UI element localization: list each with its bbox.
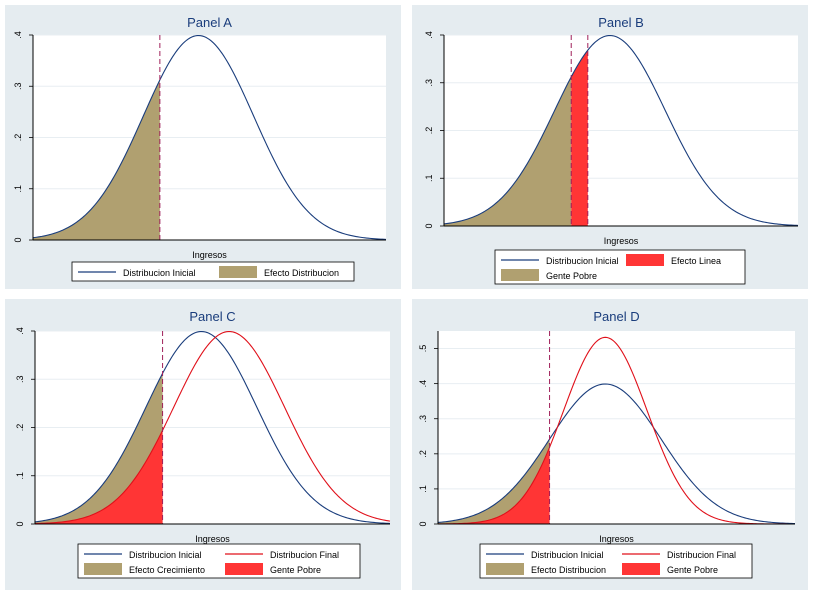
legend-key-fill	[84, 563, 122, 575]
panel-title: Panel C	[189, 309, 235, 324]
y-tick-label: .1	[418, 485, 428, 493]
series-line-distribucion-inicial	[32, 34, 387, 240]
area-efecto-linea	[571, 50, 588, 227]
y-tick-label: .1	[424, 174, 434, 182]
legend-box	[77, 543, 361, 579]
legend-label: Gente Pobre	[270, 565, 321, 575]
legend-label: Distribucion Inicial	[546, 256, 619, 266]
legend-label: Efecto Distribucion	[531, 565, 606, 575]
y-tick-label: .2	[418, 450, 428, 458]
legend-label: Distribucion Inicial	[123, 268, 196, 278]
y-tick-label: .1	[13, 185, 23, 193]
legend-key-fill	[486, 563, 524, 575]
area-gente-pobre	[444, 76, 572, 227]
panel-title: Panel B	[598, 15, 644, 30]
y-tick-label: .2	[15, 424, 25, 432]
panel-title: Panel D	[593, 309, 639, 324]
series-line-distribucion-inicial	[437, 383, 796, 525]
y-tick-label: .4	[13, 31, 23, 39]
legend-label: Distribucion Inicial	[531, 550, 604, 560]
y-tick-label: .3	[424, 79, 434, 87]
legend-label: Efecto Distribucion	[264, 268, 339, 278]
y-tick-label: .3	[418, 415, 428, 423]
y-tick-label: .5	[418, 345, 428, 353]
x-axis-label: Ingresos	[604, 236, 639, 246]
y-tick-label: .2	[13, 134, 23, 142]
y-tick-label: 0	[15, 521, 25, 526]
panel-a: 0 .1 .2 .3 .4 Panel A Ingresos Distribucion Ini…	[5, 5, 401, 289]
panel-title: Panel A	[187, 15, 232, 30]
y-tick-label: .4	[418, 380, 428, 388]
x-axis-label: Ingresos	[195, 534, 230, 544]
legend-key-fill	[501, 269, 539, 281]
y-tick-label: .4	[15, 327, 25, 335]
legend-label: Distribucion Final	[667, 550, 736, 560]
legend-label: Gente Pobre	[667, 565, 718, 575]
panel-d: 0 .1 .2 .3 .4 .5 Panel D Ingresos Distribucion I…	[412, 299, 808, 590]
series-line-distribucion-final	[34, 330, 391, 525]
area-gente-pobre	[35, 430, 163, 524]
y-tick-label: .3	[15, 375, 25, 383]
area-efecto-distribucion	[33, 79, 160, 240]
series-line-distribucion-final	[437, 336, 795, 525]
legend-key-fill	[622, 563, 660, 575]
legend-key-fill	[219, 266, 257, 278]
plot-area	[438, 331, 795, 524]
series-line-distribucion-inicial	[443, 34, 799, 226]
y-tick-label: .3	[13, 82, 23, 90]
area-gente-pobre	[438, 447, 550, 524]
series-line-distribucion-inicial	[34, 330, 391, 524]
legend-key-fill	[225, 563, 263, 575]
y-tick-label: 0	[13, 237, 23, 242]
legend-label: Efecto Crecimiento	[129, 565, 205, 575]
legend-label: Distribucion Final	[270, 550, 339, 560]
x-axis-label: Ingresos	[599, 534, 634, 544]
x-axis-label: Ingresos	[192, 250, 227, 260]
y-tick-label: 0	[418, 521, 428, 526]
legend-label: Efecto Linea	[671, 256, 721, 266]
y-tick-label: .1	[15, 472, 25, 480]
legend-label: Distribucion Inicial	[129, 550, 202, 560]
legend-box	[71, 261, 355, 282]
panel-c: 0 .1 .2 .3 .4 Panel C Ingresos Distribucion Ini…	[5, 299, 401, 590]
legend-label: Gente Pobre	[546, 271, 597, 281]
legend-key-fill	[626, 254, 664, 266]
panel-b: 0 .1 .2 .3 .4 Panel B Ingresos Distribucion Ini…	[412, 5, 808, 289]
y-tick-label: 0	[424, 223, 434, 228]
y-tick-label: .2	[424, 127, 434, 135]
legend-box	[479, 543, 753, 579]
y-tick-label: .4	[424, 31, 434, 39]
